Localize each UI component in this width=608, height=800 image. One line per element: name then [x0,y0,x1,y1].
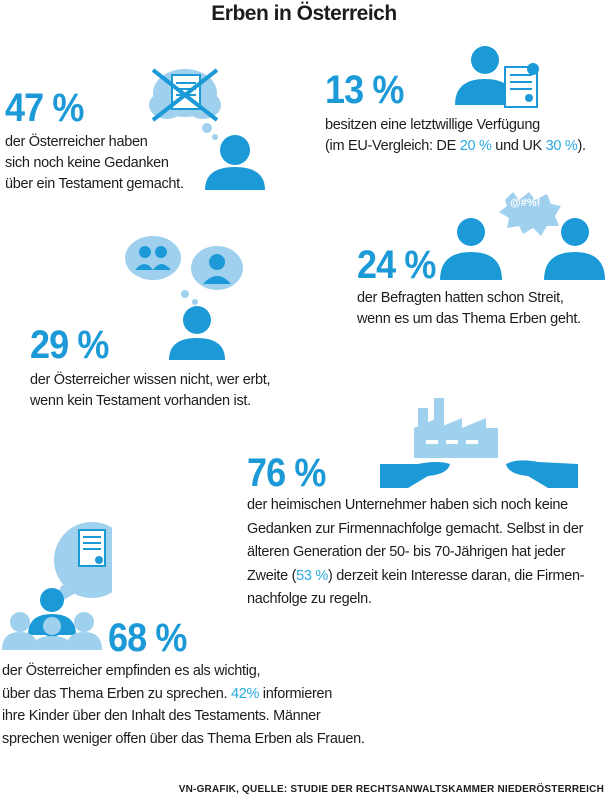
highlight-value: 53 % [296,567,329,584]
highlight-value: 20 % [459,138,492,154]
arguing-people-icon [440,192,605,280]
text-line: der heimischen Unternehmer haben sich no… [247,497,568,513]
text-line: ihre Kinder über den Inhalt des Testamen… [2,708,321,724]
text-line: sprechen weniger offen über das Thema Er… [2,730,365,747]
stat-value-13: 13 % [325,68,404,112]
text-line: Zweite (53 %) derzeit kein Interesse dar… [247,565,585,589]
text-line: der Befragten hatten schon Streit, [357,290,564,306]
text: über das Thema Erben zu sprechen. [2,685,231,702]
text-line: nachfolge zu regeln. [247,591,372,607]
thinking-person-heirs-icon [125,236,243,360]
stat-description-29: der Österreicher wissen nicht, wer erbt,… [30,370,271,412]
text-line: besitzen eine letztwillige Verfügung [325,117,540,133]
highlight-value: 30 % [545,138,578,154]
factory-hands-icon [380,398,578,488]
source-credit: VN-GRAFIK, QUELLE: STUDIE DER RECHTSANWA… [178,784,604,795]
text-line: über das Thema Erben zu sprechen. 42% in… [2,683,365,706]
text-line: wenn es um das Thema Erben geht. [357,311,581,327]
stat-description-68: der Österreicher empfinden es als wichti… [2,660,365,750]
text-line: älteren Generation der 50- bis 70-Jährig… [247,544,566,560]
text-line: der Österreicher empfinden es als wichti… [2,663,261,679]
text-line: sich noch keine Gedanken [5,155,169,171]
highlight-value: 42% [230,685,260,702]
text: informieren [259,685,333,702]
stat-value-47: 47 % [5,86,84,130]
text: ). [577,138,586,154]
stat-value-76: 76 % [247,451,326,495]
stat-description-13: besitzen eine letztwillige Verfügung (im… [325,115,586,157]
stat-description-24: der Befragten hatten schon Streit, wenn … [357,288,581,330]
text-line: der Österreicher wissen nicht, wer erbt, [30,372,271,388]
stat-value-24: 24 % [357,243,436,287]
text: und UK [491,138,546,154]
person-with-certificate-icon [455,46,539,108]
page-title: Erben in Österreich [211,2,397,25]
thinking-person-crossed-testament-icon [149,68,265,190]
stat-value-68: 68 % [108,616,187,660]
stat-description-47: der Österreicher haben sich noch keine G… [5,132,184,195]
stat-description-76: der heimischen Unternehmer haben sich no… [247,494,585,612]
text: ) derzeit kein Interesse daran, die Firm… [328,567,585,584]
text-line: (im EU-Vergleich: DE 20 % und UK 30 %). [325,136,586,157]
speech-bubble-text: @#%! [510,197,541,209]
text-line: Gedanken zur Firmennachfolge gemacht. Se… [247,520,584,537]
text-line: über ein Testament gemacht. [5,176,184,192]
text: Zweite ( [247,567,297,584]
text-line: der Österreicher haben [5,134,148,150]
family-talking-testament-icon [2,522,112,650]
text-line: wenn kein Testament vorhanden ist. [30,393,251,409]
text: (im EU-Vergleich: DE [325,138,460,154]
stat-value-29: 29 % [30,323,109,367]
